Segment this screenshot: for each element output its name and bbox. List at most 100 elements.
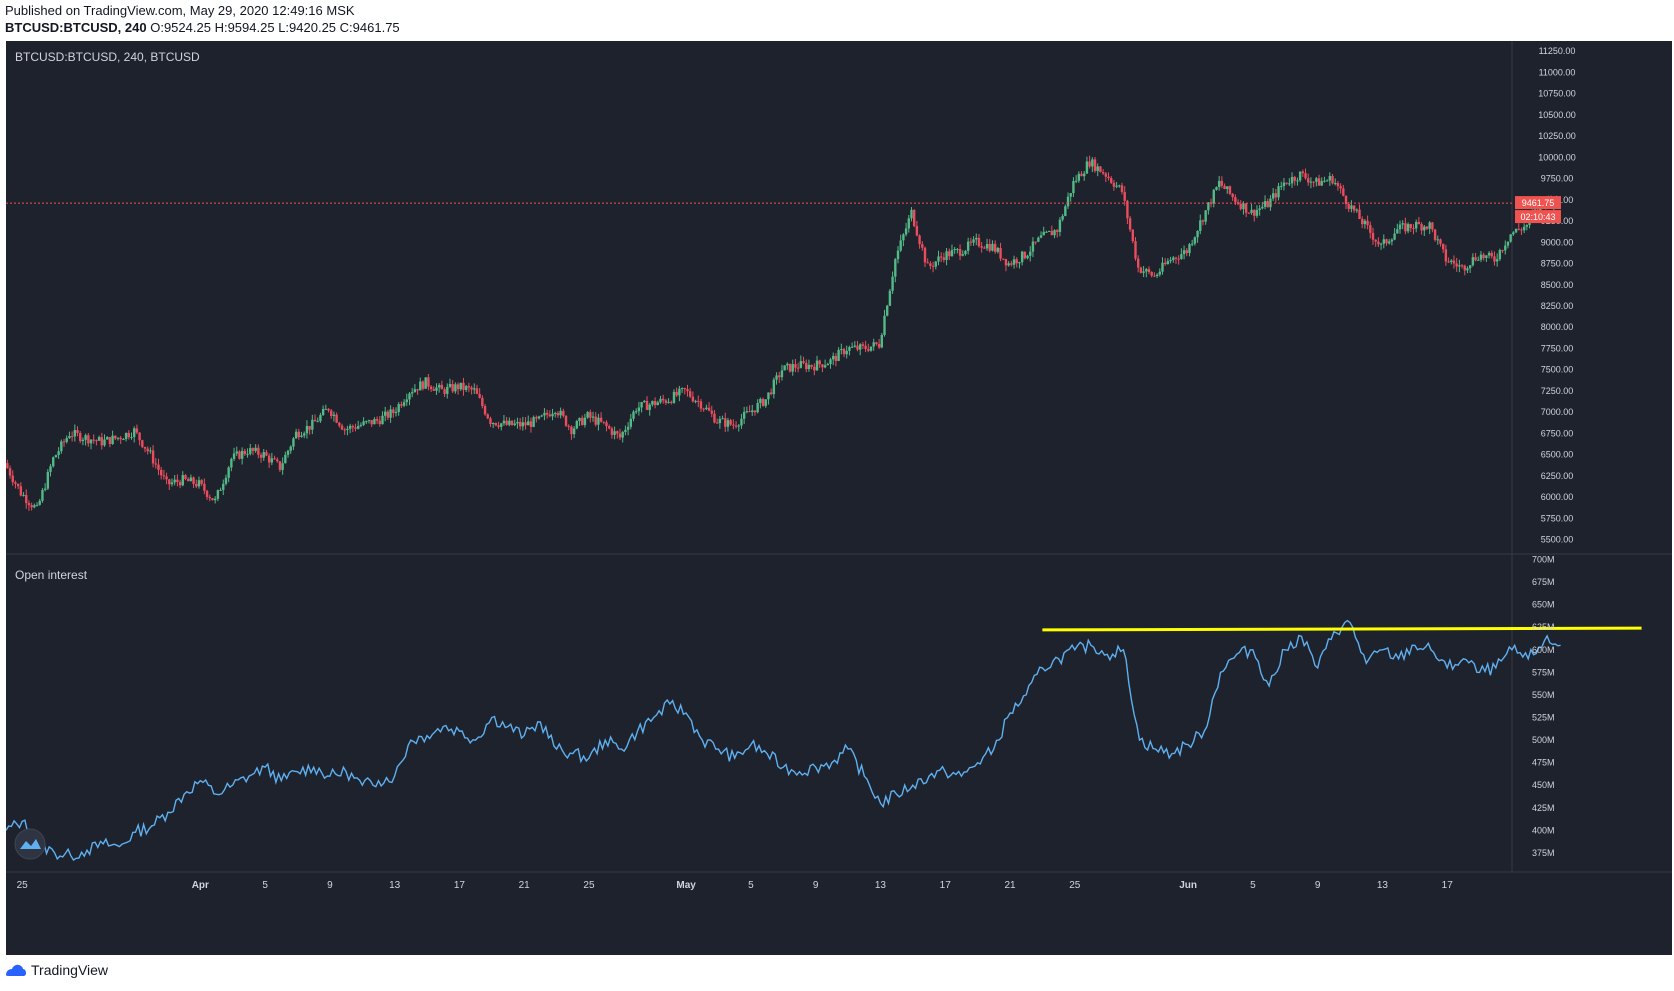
candle-body (1509, 234, 1512, 242)
candle-body (1042, 231, 1045, 236)
high-value: 9594.25 (227, 20, 275, 35)
tradingview-cloud-icon[interactable] (14, 828, 46, 860)
candle-body (602, 421, 606, 423)
time-axis[interactable]: 25 Apr 5 9 13 17 21 25 May 5 9 13 17 21 25 Jun 5 9 13 17 (17, 880, 1454, 891)
candle-body (1007, 263, 1010, 266)
candle-body (1204, 210, 1207, 222)
price-tick-label: 6500.00 (1541, 450, 1574, 460)
candle-body (33, 505, 36, 508)
candle-body (289, 446, 292, 451)
candle-body (896, 250, 900, 260)
candle-body (826, 363, 830, 366)
chart-canvas[interactable]: BTCUSD:BTCUSD, 240, BTCUSD Open interest… (6, 41, 1672, 955)
chart-frame[interactable]: BTCUSD:BTCUSD, 240, BTCUSD Open interest… (6, 41, 1672, 955)
candle-body (286, 450, 290, 455)
candle-body (869, 346, 873, 351)
time-tick-label: 25 (17, 880, 29, 891)
candle-body (394, 411, 398, 414)
time-tick-label: May (676, 880, 696, 891)
candle-body (27, 503, 31, 506)
candle-body (1358, 209, 1361, 219)
candle-body (1064, 206, 1067, 216)
candle-body (581, 417, 584, 426)
candle-body (1196, 230, 1199, 238)
candle-body (1317, 178, 1321, 186)
candle-body (778, 375, 781, 378)
candle-body (832, 355, 835, 360)
candle-body (1328, 176, 1332, 181)
time-tick-label: 9 (327, 880, 333, 891)
price-pane[interactable]: BTCUSD:BTCUSD, 240, BTCUSD (6, 50, 1561, 511)
candle-body (1107, 176, 1110, 179)
candle-body (435, 387, 438, 391)
candle-body (545, 412, 549, 415)
candle-body (1131, 229, 1135, 242)
time-tick-label: 9 (813, 880, 819, 891)
candle-body (1298, 171, 1302, 181)
candle-body (1277, 186, 1280, 198)
candle-body (775, 375, 778, 380)
candle-body (1309, 181, 1313, 183)
candle-body (303, 433, 306, 436)
candle-body (1199, 220, 1202, 231)
candle-body (1145, 269, 1148, 272)
price-tick-label: 8250.00 (1541, 301, 1574, 311)
candle-body (575, 421, 579, 429)
candle-body (448, 384, 452, 387)
open-interest-axis[interactable]: 700M 675M 650M 625M 600M 575M 550M 525M 500M 475M… (1532, 555, 1555, 858)
candle-body (11, 475, 14, 483)
open-value: 9524.25 (163, 20, 211, 35)
candle-body (1501, 250, 1504, 252)
price-tick-label: 9000.00 (1541, 237, 1574, 247)
price-tick-label: 5500.00 (1541, 535, 1574, 545)
candle-body (724, 418, 727, 427)
candle-body (278, 461, 282, 470)
candle-body (354, 427, 357, 429)
open-interest-tick-label: 600M (1532, 645, 1555, 655)
candle-body (1495, 259, 1499, 262)
candle-body (375, 419, 379, 421)
candle-body (1223, 185, 1226, 190)
candle-body (543, 412, 546, 416)
candle-body (92, 439, 95, 441)
candle-body (1455, 263, 1458, 267)
candle-body (1261, 206, 1264, 209)
candle-body (996, 247, 1000, 252)
candle-body (848, 347, 851, 351)
price-tick-label: 11250.00 (1539, 46, 1576, 56)
open-interest-pane[interactable]: Open interest (6, 568, 1642, 861)
candle-body (1406, 224, 1410, 232)
candle-body (964, 250, 967, 255)
candle-body (667, 401, 670, 403)
price-tick-label: 10000.00 (1538, 152, 1576, 162)
candle-body (1074, 180, 1078, 182)
candle-body (154, 463, 157, 465)
candle-body (130, 436, 133, 438)
open-interest-tick-label: 550M (1532, 690, 1555, 700)
candle-body (645, 400, 649, 410)
candle-body (421, 381, 425, 389)
candle-body (1093, 159, 1097, 171)
candle-body (38, 500, 41, 505)
candle-body (958, 249, 962, 256)
candle-body (1174, 257, 1178, 259)
candle-body (1077, 173, 1081, 181)
resistance-trendline[interactable] (1042, 626, 1642, 632)
candle-body (1390, 239, 1394, 242)
open-interest-tick-label: 400M (1532, 825, 1555, 835)
candle-body (688, 391, 692, 397)
candle-body (478, 393, 481, 398)
candle-body (1212, 189, 1215, 204)
candle-body (192, 477, 195, 485)
candle-body (807, 364, 811, 370)
candle-body (432, 389, 435, 391)
candle-body (529, 421, 533, 427)
candle-body (8, 468, 12, 476)
candle-body (802, 361, 805, 363)
candle-body (710, 410, 713, 414)
candle-body (537, 416, 541, 419)
candle-body (1020, 251, 1024, 263)
candle-body (1153, 275, 1156, 277)
candle-body (697, 400, 700, 402)
candle-body (1379, 243, 1383, 245)
